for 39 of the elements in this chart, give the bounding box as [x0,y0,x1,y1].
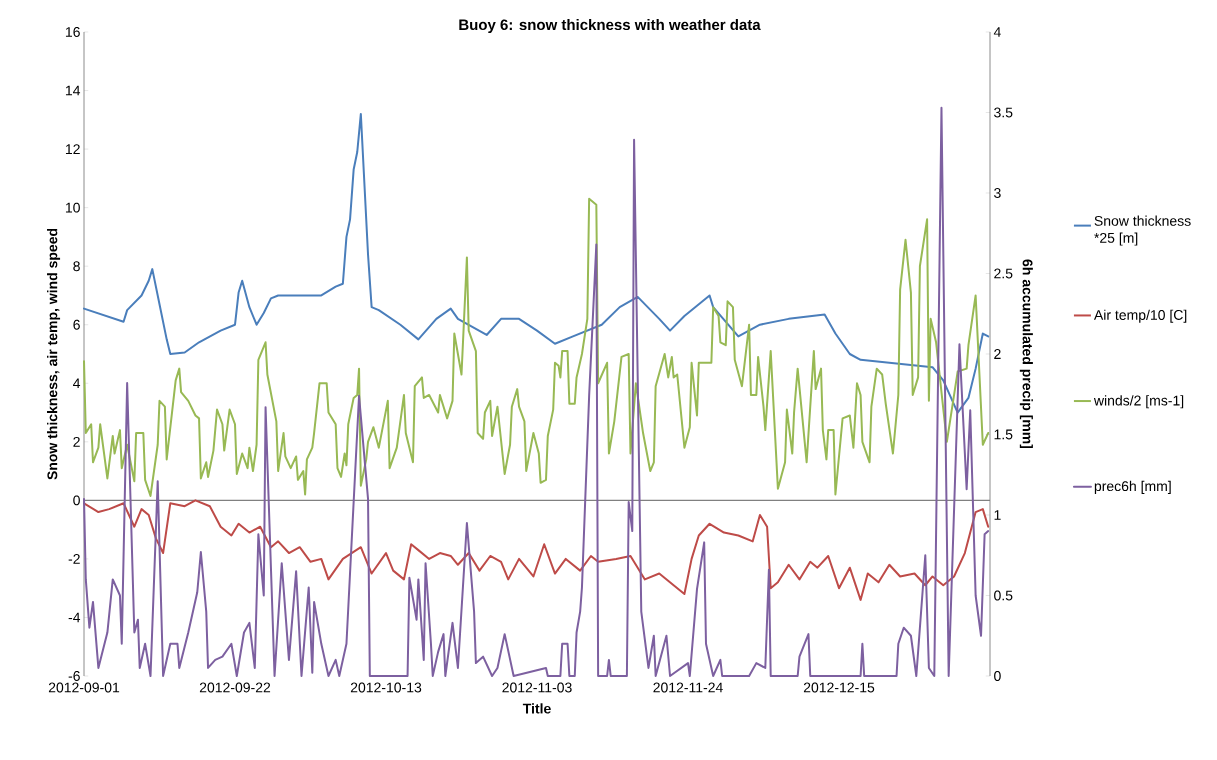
x-tick-label: 2012-09-01 [48,682,120,693]
y-tick-label: 16 [65,27,80,37]
y-tick-label: -6 [68,671,80,681]
y2-tick-label: 4 [993,27,1001,37]
x-tick-label: 2012-12-15 [803,682,875,693]
y-tick-label: -2 [68,554,80,564]
y-tick-label: 10 [65,202,80,213]
x-tick-label: 2012-09-22 [199,682,271,693]
y2-tick-label: 0 [994,671,1001,681]
y-tick-label: 8 [73,261,80,272]
y2-axis-title: 6h accumulated precip [mm] [1019,259,1033,449]
y-tick-label: -4 [68,612,81,623]
y2-tick-label: 3.5 [994,107,1013,118]
y-tick-label: 0 [73,495,80,506]
y2-tick-label: 1 [994,510,1001,520]
line-series [83,112,990,414]
y-axis-title: Snow thickness, air temp, wind speed [47,228,61,480]
y2-tick-label: 2.5 [994,268,1013,279]
legend-label: Snow thickness *25 [m] [1094,215,1191,246]
y-tick-label: 14 [65,85,81,96]
line-series [83,197,990,497]
legend-label: Air temp/10 [C] [1093,309,1187,323]
y2-tick-label: 2 [994,349,1001,359]
line-series [83,499,990,601]
y2-tick-label: 3 [994,188,1001,198]
x-tick-label: 2012-11-03 [502,682,572,693]
x-axis-title: Title [522,703,551,714]
chart-title: Buoy 6: snow thickness with weather data [459,19,761,33]
line-series [83,106,990,677]
legend-label: winds/2 [ms-1] [1093,395,1184,409]
y2-tick-label: 1.5 [994,429,1013,440]
y-tick-label: 2 [73,436,80,447]
y2-tick-label: 0.5 [994,590,1013,601]
y-tick-label: 4 [73,378,81,389]
x-tick-label: 2012-11-24 [653,682,723,693]
legend-label: prec6h [mm] [1094,480,1171,494]
y-tick-label: 6 [73,319,80,330]
x-tick-label: 2012-10-13 [350,682,422,693]
y-tick-label: 12 [65,144,80,154]
